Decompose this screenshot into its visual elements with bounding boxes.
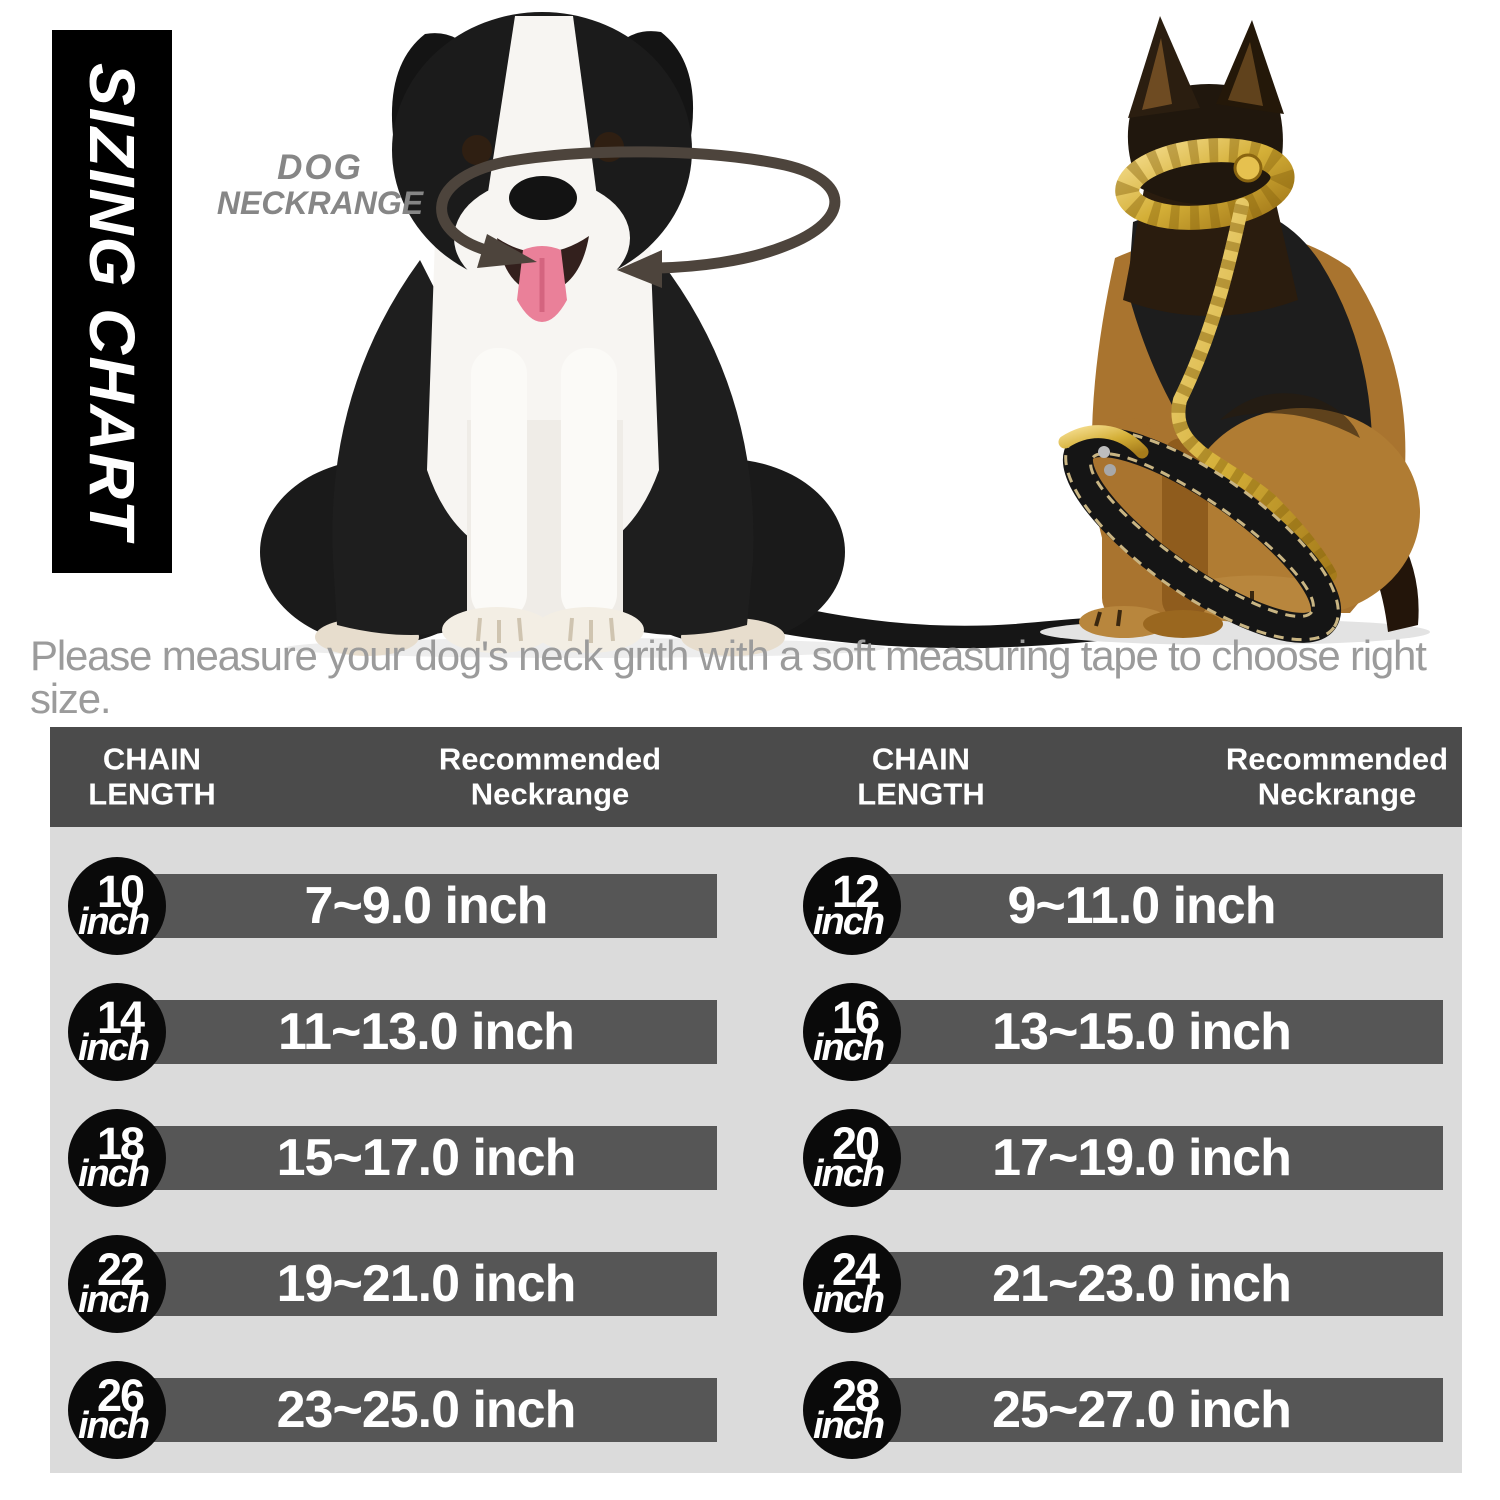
table-row: 22 inch 19~21.0 inch 24 inch 21~23.0 inc…	[50, 1221, 1462, 1347]
chain-length-badge: 22 inch	[68, 1235, 166, 1333]
table-rows: 10 inch 7~9.0 inch 12 inch 9~11.0 inch 1…	[50, 827, 1462, 1473]
neckrange-bar: 21~23.0 inch	[840, 1252, 1443, 1316]
neckrange-bar: 7~9.0 inch	[135, 874, 717, 938]
neckrange-bar: 23~25.0 inch	[135, 1378, 717, 1442]
chain-length-badge: 14 inch	[68, 983, 166, 1081]
neck-range-label-line2: NECKRANGE	[216, 185, 424, 221]
chain-length-badge: 28 inch	[803, 1361, 901, 1459]
neckrange-bar: 9~11.0 inch	[840, 874, 1443, 938]
chain-length-badge: 10 inch	[68, 857, 166, 955]
gold-chain-leash	[1171, 198, 1337, 582]
banner-title: SIZING CHART	[76, 62, 148, 541]
neckrange-bar: 25~27.0 inch	[840, 1378, 1443, 1442]
chain-length-badge: 18 inch	[68, 1109, 166, 1207]
chain-length-badge: 20 inch	[803, 1109, 901, 1207]
header-chain-length-1: CHAIN LENGTH	[88, 741, 216, 811]
neckrange-bar: 17~19.0 inch	[840, 1126, 1443, 1190]
gold-chain-collar	[1115, 138, 1295, 230]
border-collie-illustration	[260, 12, 1188, 658]
measuring-instruction: Please measure your dog's neck grith wit…	[30, 632, 1427, 723]
chain-length-badge: 24 inch	[803, 1235, 901, 1333]
neckrange-bar: 15~17.0 inch	[135, 1126, 717, 1190]
header-recommended-neckrange-2: Recommended Neckrange	[1225, 741, 1449, 811]
neck-range-label-line1: DOG	[277, 148, 363, 187]
neckrange-bar: 13~15.0 inch	[840, 1000, 1443, 1064]
header-chain-length-2: CHAIN LENGTH	[857, 741, 985, 811]
table-row: 10 inch 7~9.0 inch 12 inch 9~11.0 inch	[50, 843, 1462, 969]
header-recommended-neckrange-1: Recommended Neckrange	[438, 741, 662, 811]
table-header: CHAIN LENGTH Recommended Neckrange CHAIN…	[50, 727, 1462, 827]
neck-measure-arrows-icon	[436, 146, 841, 288]
german-shepherd-illustration	[1040, 16, 1430, 645]
table-row: 26 inch 23~25.0 inch 28 inch 25~27.0 inc…	[50, 1347, 1462, 1473]
chain-length-badge: 26 inch	[68, 1361, 166, 1459]
table-row: 18 inch 15~17.0 inch 20 inch 17~19.0 inc…	[50, 1095, 1462, 1221]
neck-range-label: DOG NECKRANGE	[205, 150, 435, 219]
table-row: 14 inch 11~13.0 inch 16 inch 13~15.0 inc…	[50, 969, 1462, 1095]
chain-length-badge: 12 inch	[803, 857, 901, 955]
sizing-table: CHAIN LENGTH Recommended Neckrange CHAIN…	[50, 727, 1462, 1473]
leash-handle	[1058, 425, 1342, 643]
neckrange-bar: 19~21.0 inch	[135, 1252, 717, 1316]
chain-length-badge: 16 inch	[803, 983, 901, 1081]
neckrange-bar: 11~13.0 inch	[135, 1000, 717, 1064]
sizing-chart-banner: SIZING CHART	[52, 30, 172, 573]
